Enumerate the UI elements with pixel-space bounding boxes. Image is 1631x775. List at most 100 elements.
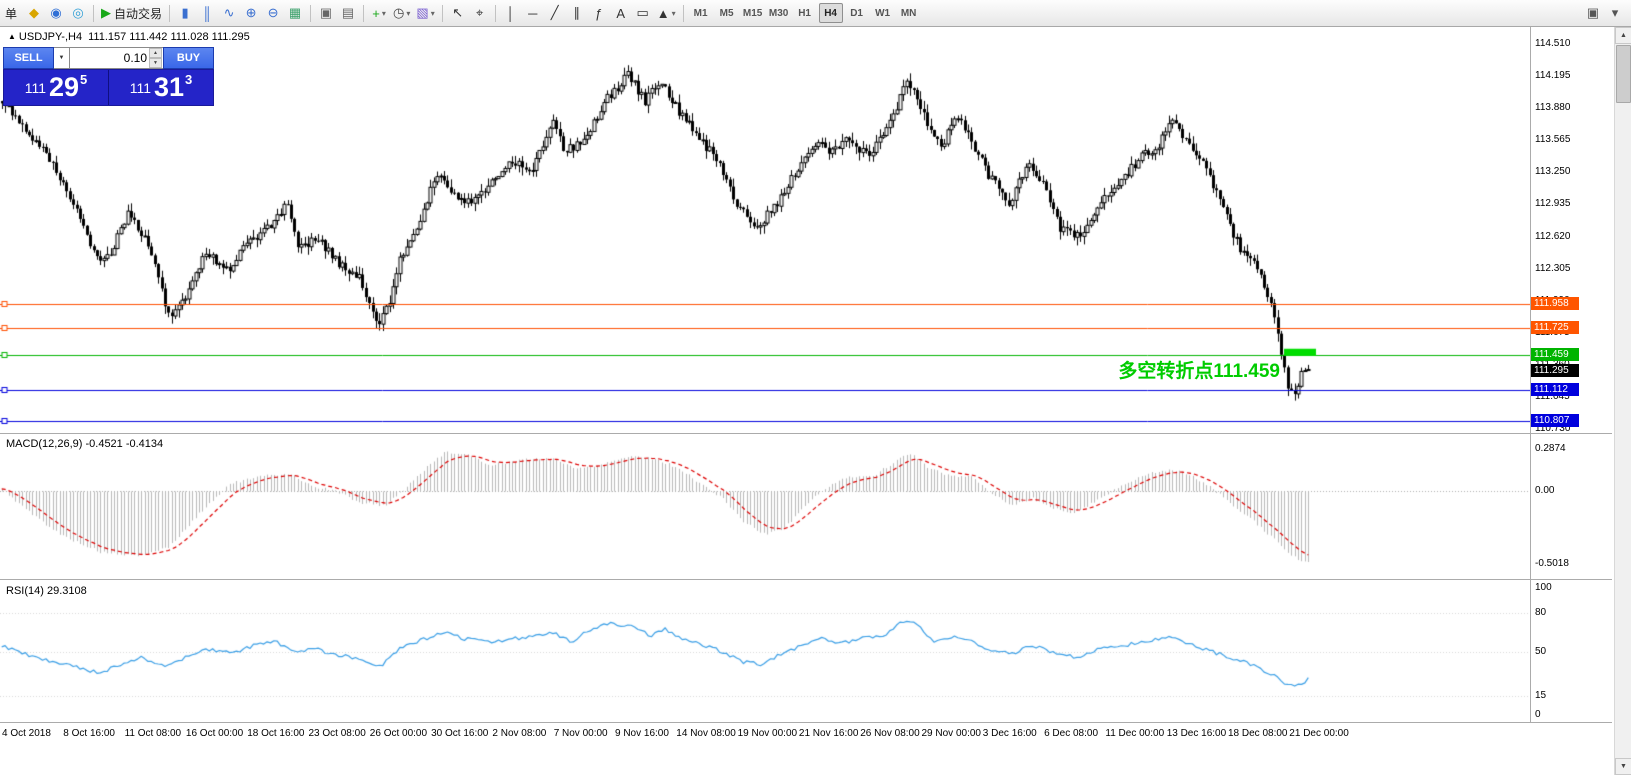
candlestick-chart-icon[interactable]: ║ (196, 2, 218, 24)
volume-decrease-button[interactable]: ▼ (149, 58, 162, 68)
shapes-icon[interactable]: ▲ ▾ (654, 2, 679, 24)
chevron-down-icon[interactable]: ▾ (1611, 5, 1619, 20)
channel-icon[interactable]: ∥ (566, 2, 588, 24)
sell-button[interactable]: SELL (3, 47, 54, 69)
time-axis-label: 26 Oct 00:00 (369, 728, 428, 739)
trendline-icon: ╱ (550, 5, 559, 20)
toolbar-icon-group: ◆ ◉ ◎ ▶ 自动交易 ▮ ║ ∿ ⊕ ⊖ ▦ ▣ ▤ + ▾ ◷ ▾ ▧ ▾ ↖ ⌖ │ ─ ╱ ∥ ƒ A ▭ ▲ ▾ (23, 2, 688, 24)
price-axis-tick: 113.250 (1535, 166, 1571, 178)
text-label-icon: ▭ (636, 5, 649, 20)
price-axis-tick: 114.195 (1535, 70, 1571, 82)
cursor-icon[interactable]: ↖ (447, 2, 469, 24)
time-axis[interactable]: 4 Oct 2018 8 Oct 16:00 11 Oct 08:00 16 Oct … (0, 723, 1530, 747)
rsi-name: RSI(14) (6, 585, 44, 597)
panel-divider[interactable] (0, 722, 1612, 723)
horizontal-line-icon[interactable]: ─ (522, 2, 544, 24)
tile-windows-icon[interactable]: ▣ (315, 2, 337, 24)
timeframe-button-m15[interactable]: M15 (742, 7, 763, 19)
chart-title: ▲ USDJPY-,H4 111.157 111.442 111.028 111.2… (8, 31, 250, 43)
channel-icon: ∥ (573, 5, 580, 20)
timeframe-button-mn[interactable]: MN (900, 7, 917, 19)
indicators-icon[interactable]: + ▾ (368, 2, 390, 24)
timeframe-button-h4[interactable]: H4 (818, 3, 843, 23)
time-axis-label: 2 Nov 08:00 (492, 728, 547, 739)
cascade-windows-icon[interactable]: ▤ (337, 2, 359, 24)
panel-divider[interactable] (0, 579, 1612, 580)
time-axis-label: 11 Oct 08:00 (124, 728, 182, 739)
timeframe-toolbar: M1 M5 M15 M30 H1 H4 D1 W1 MN (688, 3, 922, 23)
toolbar: 单 ◆ ◉ ◎ ▶ 自动交易 ▮ ║ ∿ ⊕ ⊖ ▦ ▣ ▤ + ▾ ◷ ▾ ▧ ▾ ↖ ⌖ │ ─ ╱ ∥ ƒ A ▭ ▲ ▾ M1 M5… (0, 0, 1631, 27)
fibonacci-icon: ƒ (595, 5, 603, 21)
auto-trading-button[interactable]: ▶ 自动交易 (98, 2, 165, 24)
panel-divider[interactable] (0, 433, 1612, 434)
rsi-axis-tick: 15 (1535, 689, 1547, 701)
volume-input[interactable] (70, 47, 163, 69)
data-window-icon[interactable]: ◎ (67, 2, 89, 24)
text-icon[interactable]: A (610, 2, 632, 24)
price-level-badge: 111.112 (1531, 383, 1579, 397)
volume-increase-button[interactable]: ▲ (149, 48, 162, 58)
zoom-in-icon[interactable]: ⊕ (240, 2, 262, 24)
price-axis-tick: 111.360 (1535, 359, 1570, 370)
fibonacci-icon[interactable]: ƒ (588, 2, 610, 24)
grid-icon[interactable]: ▦ (284, 2, 306, 24)
periods-icon[interactable]: ◷ ▾ (390, 2, 413, 24)
timeframe-button-w1[interactable]: W1 (875, 7, 891, 19)
vertical-scrollbar[interactable]: ▲ ▼ (1614, 27, 1631, 775)
scroll-up-button[interactable]: ▲ (1615, 27, 1631, 44)
templates-icon: ▧ (416, 5, 429, 20)
macd-indicator-canvas[interactable] (0, 434, 1530, 579)
time-axis-label: 6 Dec 08:00 (1044, 728, 1099, 739)
auto-trading-button-label: 自动交易 (114, 6, 163, 21)
auto-trading-button-icon: ▶ (101, 5, 112, 20)
rsi-indicator-canvas[interactable] (0, 580, 1530, 722)
chevron-down-icon: ▾ (381, 8, 386, 18)
vertical-line-icon[interactable]: │ (500, 2, 522, 24)
symbol-period-label: USDJPY-,H4 (18, 31, 83, 43)
ohlc-values: 111.157 111.442 111.028 111.295 (88, 31, 250, 43)
zoom-out-icon[interactable]: ⊖ (262, 2, 284, 24)
timeframe-button-d1[interactable]: D1 (850, 7, 863, 19)
buy-button[interactable]: BUY (163, 47, 214, 69)
new-order-icon[interactable]: ◆ (23, 2, 45, 24)
one-click-trading-panel: SELL ▼ ▲ ▼ BUY 111 29 5 111 31 3 (3, 47, 214, 106)
time-axis-label: 13 Dec 16:00 (1166, 728, 1227, 739)
volume-field: ▲ ▼ (70, 47, 163, 69)
text-label-icon[interactable]: ▭ (632, 2, 654, 24)
new-chart-window-icon[interactable]: ▣ (1586, 5, 1600, 20)
data-window-icon: ◎ (72, 5, 84, 20)
line-chart-icon[interactable]: ∿ (218, 2, 240, 24)
timeframe-button-m1[interactable]: M1 (693, 7, 708, 19)
quote-separator (108, 70, 109, 105)
sell-price-figure: 111 (24, 79, 46, 96)
scroll-down-button[interactable]: ▼ (1615, 758, 1631, 775)
time-axis-label: 18 Oct 16:00 (247, 728, 305, 739)
rsi-axis-tick: 50 (1535, 645, 1547, 657)
bar-chart-icon[interactable]: ▮ (174, 2, 196, 24)
price-level-badge: 111.459 (1531, 347, 1579, 361)
scrollbar-thumb[interactable] (1616, 45, 1631, 103)
rsi-axis-tick: 80 (1535, 607, 1547, 619)
crosshair-icon[interactable]: ⌖ (469, 2, 491, 24)
buy-price-display[interactable]: 111 31 3 (109, 70, 213, 105)
timeframe-button-m5[interactable]: M5 (719, 7, 734, 19)
time-axis-label: 23 Oct 08:00 (308, 728, 366, 739)
timeframe-button-m30[interactable]: M30 (768, 7, 789, 19)
rsi-axis-tick: 100 (1535, 582, 1552, 593)
price-chart-canvas[interactable] (0, 27, 1530, 433)
timeframe-button-h1[interactable]: H1 (798, 7, 811, 19)
sell-price-display[interactable]: 111 29 5 (4, 70, 108, 105)
indicators-icon: + (372, 5, 380, 21)
candlestick-chart-icon: ║ (202, 5, 212, 21)
trade-options-dropdown[interactable]: ▼ (54, 47, 70, 69)
market-watch-icon[interactable]: ◉ (45, 2, 67, 24)
trendline-icon[interactable]: ╱ (544, 2, 566, 24)
price-axis[interactable]: 114.510 114.195 113.880 113.565 113.250 112.9… (1530, 0, 1614, 775)
templates-icon[interactable]: ▧ ▾ (413, 2, 437, 24)
time-axis-label: 29 Nov 00:00 (921, 728, 982, 739)
macd-axis-tick: 0.2874 (1535, 443, 1566, 454)
menu-label[interactable]: 单 (5, 6, 18, 21)
price-axis-tick: 110.730 (1535, 423, 1571, 434)
turning-point-annotation: 多空转折点111.459 (1118, 361, 1280, 382)
